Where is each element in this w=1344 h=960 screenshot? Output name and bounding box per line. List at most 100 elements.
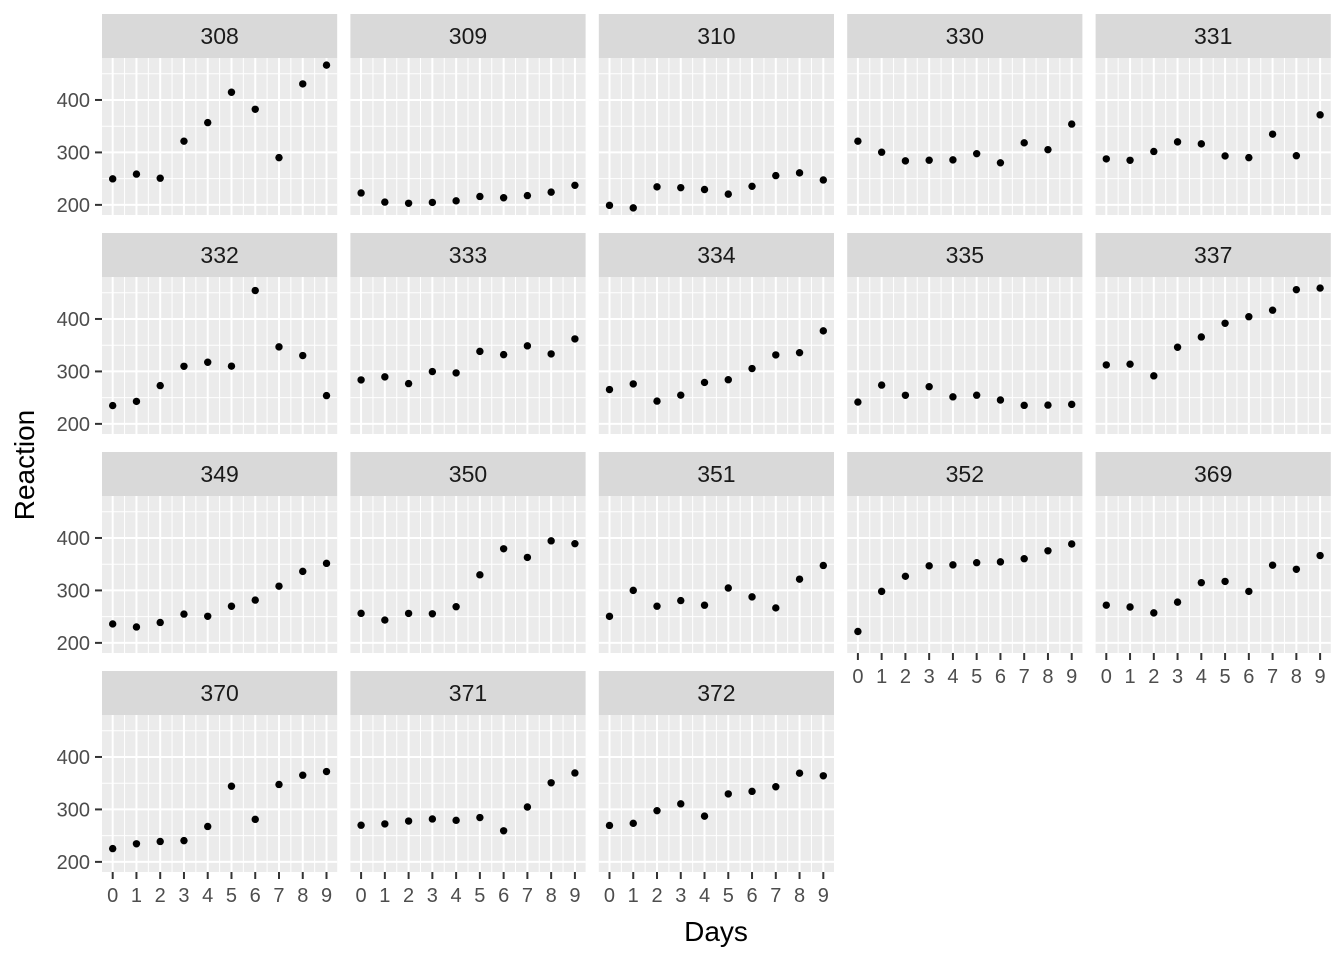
x-tick-label: 7 <box>1267 666 1278 688</box>
facet-strip <box>350 233 586 277</box>
facet-331: 331 <box>1095 14 1331 215</box>
facet-strip <box>102 14 338 58</box>
x-tick-label: 7 <box>273 885 284 907</box>
data-point <box>605 201 614 210</box>
data-point <box>108 401 117 410</box>
data-point <box>523 803 532 811</box>
data-point <box>1221 577 1229 586</box>
data-point <box>677 391 685 399</box>
data-points <box>108 61 331 183</box>
facet-strip <box>350 452 586 496</box>
data-point <box>819 327 828 335</box>
data-point <box>1068 400 1076 409</box>
facet-strip <box>847 14 1083 58</box>
data-point <box>629 380 637 388</box>
data-point <box>452 369 460 377</box>
data-points <box>108 286 331 410</box>
facet-strip-label: 369 <box>1194 461 1232 487</box>
x-tick-label: 2 <box>155 885 166 907</box>
gridlines <box>102 277 338 434</box>
facet-strip-label: 351 <box>697 461 735 487</box>
data-point <box>547 537 555 545</box>
x-tick-label: 7 <box>522 885 533 907</box>
data-point <box>605 612 614 621</box>
data-point <box>1221 152 1229 160</box>
facet-strip-label: 372 <box>697 680 735 706</box>
data-points <box>357 537 579 624</box>
data-point <box>854 137 862 145</box>
data-point <box>677 800 685 808</box>
data-point <box>204 358 212 366</box>
data-point <box>795 575 804 583</box>
data-point <box>1245 153 1253 162</box>
data-point <box>156 618 164 627</box>
data-point <box>428 815 437 823</box>
data-point <box>357 609 365 618</box>
x-tick-label: 8 <box>546 885 557 907</box>
data-point <box>1068 120 1076 128</box>
data-point <box>108 175 117 183</box>
data-point <box>854 627 862 636</box>
data-point <box>1068 540 1076 548</box>
data-point <box>428 610 437 618</box>
data-point <box>972 391 981 399</box>
x-tick-label: 4 <box>1196 666 1207 688</box>
x-tick-label: 2 <box>403 885 414 907</box>
data-point <box>1150 372 1158 380</box>
x-tick-label: 9 <box>569 885 580 907</box>
facet-strip-label: 331 <box>1194 23 1232 49</box>
data-point <box>1268 561 1277 569</box>
data-point <box>819 561 828 570</box>
facet-330: 330 <box>847 14 1083 215</box>
data-point <box>227 362 236 370</box>
data-point <box>700 601 709 609</box>
data-point <box>925 562 933 570</box>
data-point <box>677 183 685 192</box>
data-point <box>901 572 910 581</box>
data-points <box>357 335 579 388</box>
data-points <box>1102 284 1324 380</box>
data-point <box>1292 565 1301 573</box>
data-point <box>132 170 141 178</box>
data-point <box>653 602 661 610</box>
gridlines <box>847 277 1083 434</box>
data-point <box>180 362 188 370</box>
x-tick-label: 2 <box>651 885 662 907</box>
data-point <box>1316 551 1324 560</box>
gridlines <box>350 496 586 653</box>
data-point <box>1126 603 1134 611</box>
facet-333: 333 <box>350 233 586 434</box>
data-point <box>132 397 141 406</box>
data-point <box>1020 401 1028 410</box>
data-point <box>428 367 437 376</box>
data-points <box>854 381 1076 410</box>
gridlines <box>1095 496 1331 653</box>
data-point <box>795 348 804 357</box>
facet-332: 332 200 300 400 <box>57 233 338 436</box>
facet-strip <box>102 233 338 277</box>
data-point <box>772 171 780 180</box>
data-point <box>227 602 236 610</box>
facet-strip <box>598 233 834 277</box>
x-tick-label: 4 <box>451 885 462 907</box>
data-point <box>972 559 981 567</box>
data-point <box>322 767 331 776</box>
x-tick-label: 1 <box>876 666 887 688</box>
gridlines <box>102 715 338 872</box>
data-point <box>819 772 828 780</box>
data-point <box>180 836 188 845</box>
y-tick-label: 400 <box>57 309 90 331</box>
data-point <box>996 558 1005 566</box>
x-tick-label: 3 <box>1172 666 1183 688</box>
data-point <box>1245 313 1253 321</box>
x-tick-label: 6 <box>498 885 509 907</box>
data-point <box>724 376 732 384</box>
x-tick-label: 6 <box>1243 666 1254 688</box>
y-tick-label: 400 <box>57 90 90 112</box>
y-tick-label: 200 <box>57 414 90 436</box>
y-axis: 200 300 400 <box>57 747 102 874</box>
